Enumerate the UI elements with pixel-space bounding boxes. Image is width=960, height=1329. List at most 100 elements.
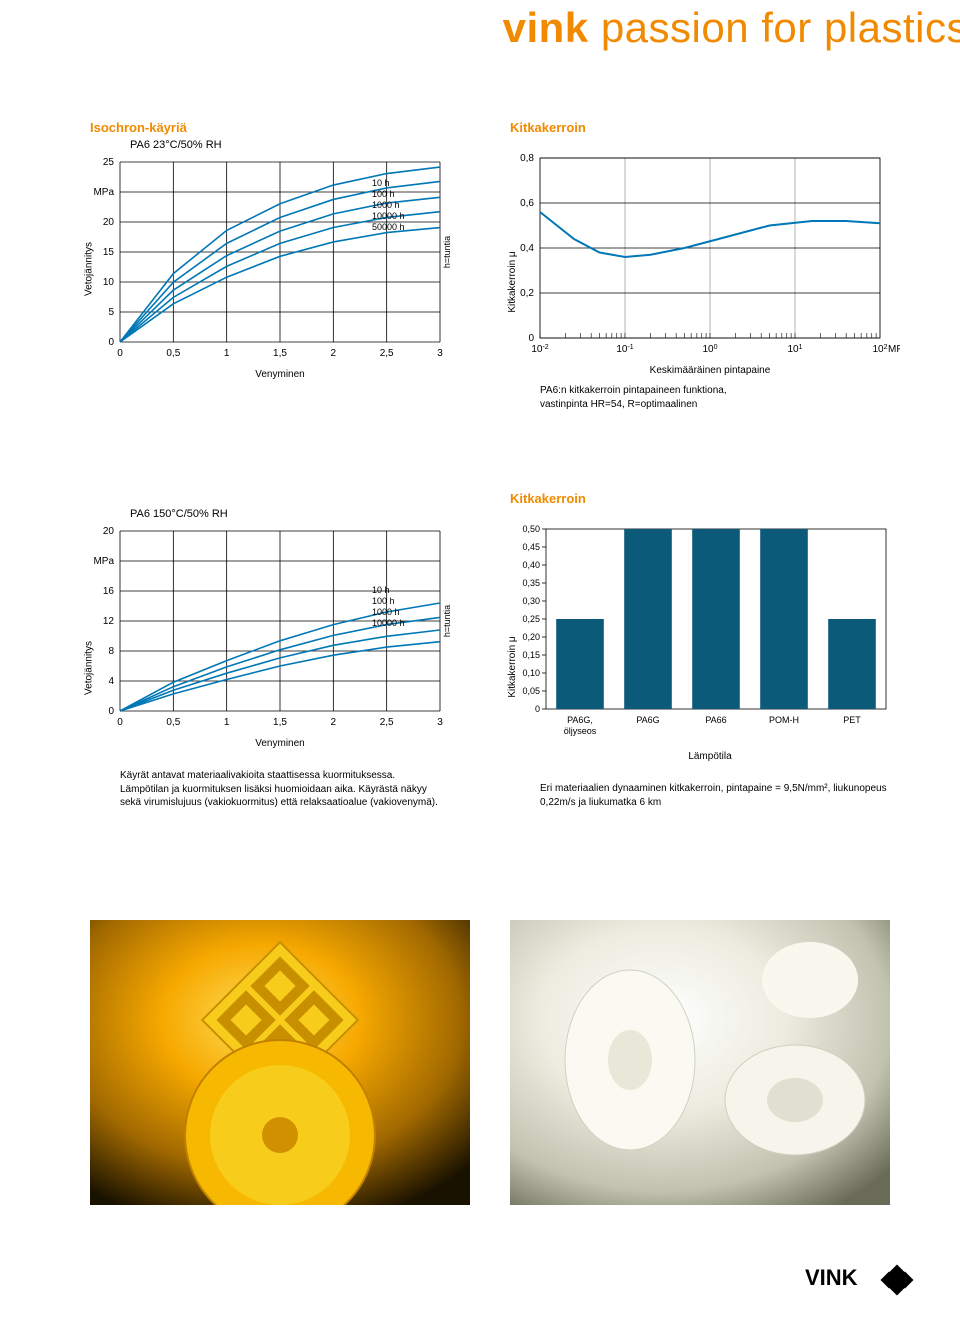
svg-text:0: 0 bbox=[108, 706, 114, 717]
svg-text:1: 1 bbox=[224, 717, 230, 728]
svg-text:MPa: MPa bbox=[93, 187, 114, 198]
chart3-ylabel: Vetojännitys bbox=[83, 641, 94, 695]
svg-text:4: 4 bbox=[108, 676, 114, 687]
chart3-caption: Käyrät antavat materiaalivakioita staatt… bbox=[120, 769, 440, 810]
svg-text:0,2: 0,2 bbox=[520, 288, 534, 299]
chart3-container: PA6 150°C/50% RH Vetojännitys 00,511,522… bbox=[90, 491, 450, 810]
svg-text:PET: PET bbox=[843, 715, 861, 725]
chart4-caption: Eri materiaalien dynaaminen kitkakerroin… bbox=[540, 782, 900, 809]
svg-text:0: 0 bbox=[535, 704, 540, 714]
svg-text:101: 101 bbox=[787, 344, 802, 356]
svg-text:10-2: 10-2 bbox=[531, 344, 548, 356]
svg-text:0,6: 0,6 bbox=[520, 198, 534, 209]
chart4-ylabel: Kitkakerroin μ bbox=[507, 636, 518, 697]
svg-text:10 h: 10 h bbox=[372, 178, 390, 188]
svg-text:0,05: 0,05 bbox=[522, 686, 540, 696]
content-area: Isochron-käyriä PA6 23°C/50% RH Vetojänn… bbox=[90, 120, 960, 810]
chart3-wrap: Vetojännitys 00,511,522,530481216MPa2010… bbox=[90, 526, 450, 810]
svg-text:MPa: MPa bbox=[93, 556, 114, 567]
svg-text:20: 20 bbox=[103, 217, 115, 228]
photo-row bbox=[90, 920, 890, 1205]
svg-text:1000 h: 1000 h bbox=[372, 200, 400, 210]
chart2-xlabel: Keskimääräinen pintapaine bbox=[540, 365, 880, 376]
svg-text:0,5: 0,5 bbox=[166, 348, 180, 359]
svg-text:0,25: 0,25 bbox=[522, 614, 540, 624]
svg-text:5: 5 bbox=[108, 307, 114, 318]
svg-text:16: 16 bbox=[103, 586, 115, 597]
chart3-svg: 00,511,522,530481216MPa2010 h100 h1000 h… bbox=[90, 526, 450, 736]
chart2-caption: PA6:n kitkakerroin pintapaineen funktion… bbox=[540, 384, 900, 411]
chart1-ylabel: Vetojännitys bbox=[83, 242, 94, 296]
svg-text:0,45: 0,45 bbox=[522, 542, 540, 552]
svg-text:8: 8 bbox=[108, 646, 114, 657]
svg-text:0,40: 0,40 bbox=[522, 560, 540, 570]
svg-text:0,20: 0,20 bbox=[522, 632, 540, 642]
brand-light: passion for plastics bbox=[589, 4, 960, 51]
svg-text:50000 h: 50000 h bbox=[372, 222, 405, 232]
chart2-svg: 00,20,40,60,810-210-1100101102MPa bbox=[510, 153, 900, 363]
svg-text:1000 h: 1000 h bbox=[372, 607, 400, 617]
svg-text:0: 0 bbox=[528, 333, 534, 344]
svg-text:3: 3 bbox=[437, 717, 443, 728]
vink-logo-svg: VINK bbox=[805, 1259, 925, 1299]
svg-text:0: 0 bbox=[117, 717, 123, 728]
svg-text:0,30: 0,30 bbox=[522, 596, 540, 606]
svg-text:1,5: 1,5 bbox=[273, 717, 287, 728]
svg-text:2,5: 2,5 bbox=[380, 348, 394, 359]
svg-text:10: 10 bbox=[103, 277, 115, 288]
photo1-illustration bbox=[90, 920, 470, 1205]
chart4-container: Kitkakerroin Kitkakerroin μ 0 0,05 0,10 0,1… bbox=[510, 491, 900, 810]
svg-text:10000 h: 10000 h bbox=[372, 211, 405, 221]
chart1-subtitle: PA6 23°C/50% RH bbox=[130, 139, 450, 151]
svg-text:0,8: 0,8 bbox=[520, 153, 534, 164]
svg-text:0: 0 bbox=[108, 337, 114, 348]
svg-text:100: 100 bbox=[702, 344, 717, 356]
svg-text:POM-H: POM-H bbox=[769, 715, 799, 725]
brand-text: vink passion for plastics bbox=[503, 4, 960, 52]
photo2-illustration bbox=[510, 920, 890, 1205]
svg-text:0,35: 0,35 bbox=[522, 578, 540, 588]
row-2: PA6 150°C/50% RH Vetojännitys 00,511,522… bbox=[90, 491, 960, 810]
photo-white-parts bbox=[510, 920, 890, 1205]
chart1-svg: 00,511,522,5305101520MPa2510 h100 h1000 … bbox=[90, 157, 450, 367]
svg-text:3: 3 bbox=[437, 348, 443, 359]
svg-text:öljyseos: öljyseos bbox=[564, 726, 597, 736]
chart3-xlabel: Venyminen bbox=[120, 738, 440, 749]
svg-text:2,5: 2,5 bbox=[380, 717, 394, 728]
logo-text: VINK bbox=[805, 1265, 858, 1290]
svg-text:102: 102 bbox=[872, 344, 887, 356]
chart4-xlabel: Lämpötila bbox=[540, 751, 880, 762]
svg-text:10-1: 10-1 bbox=[616, 344, 633, 356]
footer-logo: VINK bbox=[805, 1259, 925, 1299]
chart1-title: Isochron-käyriä bbox=[90, 120, 450, 135]
chart1-xlabel: Venyminen bbox=[120, 369, 440, 380]
svg-text:0,4: 0,4 bbox=[520, 243, 534, 254]
svg-text:1: 1 bbox=[224, 348, 230, 359]
chart2-caption-l1: PA6:n kitkakerroin pintapaineen funktion… bbox=[540, 385, 727, 396]
svg-text:PA6G: PA6G bbox=[636, 715, 659, 725]
svg-text:20: 20 bbox=[103, 526, 115, 537]
svg-text:10 h: 10 h bbox=[372, 585, 390, 595]
svg-text:15: 15 bbox=[103, 247, 115, 258]
svg-text:PA6G,: PA6G, bbox=[567, 715, 593, 725]
svg-text:PA66: PA66 bbox=[705, 715, 726, 725]
chart2-ylabel: Kitkakerroin μ bbox=[507, 251, 518, 312]
svg-text:2: 2 bbox=[331, 348, 337, 359]
svg-text:0,10: 0,10 bbox=[522, 668, 540, 678]
chart1-wrap: Vetojännitys 00,511,522,5305101520MPa251… bbox=[90, 157, 450, 380]
chart4-wrap: Kitkakerroin μ 0 0,05 0,10 0,15 0,20 0,25 0,30… bbox=[510, 524, 900, 809]
chart2-wrap: Kitkakerroin μ 0 0,2 0,4 0,6 0,8 10-2 10-1 100 1… bbox=[510, 153, 900, 411]
svg-text:1,5: 1,5 bbox=[273, 348, 287, 359]
svg-text:0,15: 0,15 bbox=[522, 650, 540, 660]
chart4-title: Kitkakerroin bbox=[510, 491, 900, 506]
chart4-svg: 00,050,100,150,200,250,300,350,400,450,5… bbox=[510, 524, 900, 749]
chart2-title: Kitkakerroin bbox=[510, 120, 900, 135]
svg-text:2: 2 bbox=[331, 717, 337, 728]
svg-text:25: 25 bbox=[103, 157, 115, 168]
page-header: vink passion for plastics bbox=[0, 0, 960, 58]
svg-text:100 h: 100 h bbox=[372, 189, 395, 199]
svg-text:100 h: 100 h bbox=[372, 596, 395, 606]
chart2-caption-l2: vastinpinta HR=54, R=optimaalinen bbox=[540, 399, 697, 410]
photo-yellow-part bbox=[90, 920, 470, 1205]
chart1-container: Isochron-käyriä PA6 23°C/50% RH Vetojänn… bbox=[90, 120, 450, 411]
